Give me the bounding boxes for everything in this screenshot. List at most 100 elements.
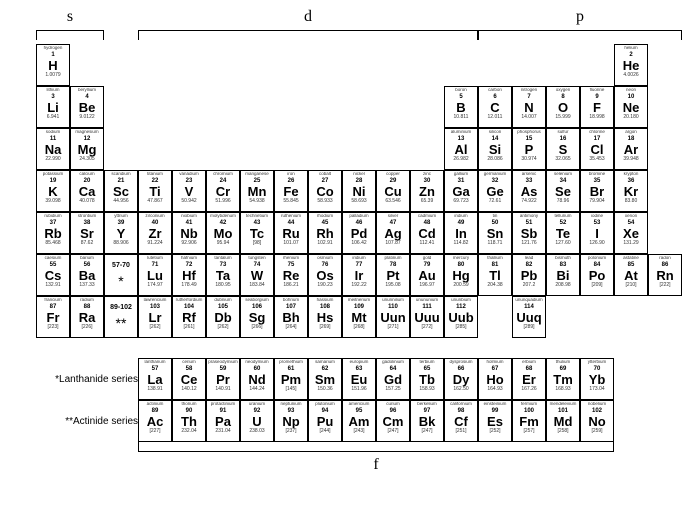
element-cell-Ne: neon10Ne20.180 [614,86,648,128]
element-symbol: Sr [71,227,103,240]
element-symbol: Md [547,415,579,428]
element-cell-H: hydrogen1H1.0079 [36,44,70,86]
element-symbol: Pm [275,373,307,386]
element-cell-Lu: lutetium71Lu174.97 [138,254,172,296]
atomic-mass: [226] [71,325,103,330]
atomic-number: 64 [377,366,409,372]
element-cell-Sc: scandium21Sc44.956 [104,170,138,212]
element-symbol: Ar [615,143,647,156]
atomic-number: 68 [513,366,545,372]
atomic-mass: 58.933 [309,199,341,204]
atomic-mass: 50.942 [173,199,205,204]
element-cell-Zn: zinc30Zn65.39 [410,170,444,212]
atomic-number: 47 [377,220,409,226]
element-name: thulium [547,360,579,365]
atomic-mass: 232.04 [173,429,205,434]
element-name: protactinium [207,402,239,407]
atomic-mass: 127.60 [547,241,579,246]
element-symbol: Ta [207,269,239,282]
element-name: lead [513,256,545,261]
element-symbol: Uuu [411,311,443,324]
element-symbol: Tl [479,269,511,282]
element-cell-Rb: rubidium37Rb85.468 [36,212,70,254]
atomic-mass: 79.904 [581,199,613,204]
element-cell-Pt: platinum78Pt195.08 [376,254,410,296]
element-symbol: Sc [105,185,137,198]
atomic-mass: 186.21 [275,283,307,288]
atomic-number: 71 [139,262,171,268]
element-cell-Am: americium95Am[243] [342,400,376,442]
element-name: nitrogen [513,88,545,93]
element-cell-Po: polonium84Po[209] [580,254,614,296]
atomic-mass: [252] [479,429,511,434]
atomic-number: 73 [207,262,239,268]
atomic-mass: [247] [411,429,443,434]
element-name: beryllium [71,88,103,93]
atomic-number: 76 [309,262,341,268]
element-cell-Np: neptunium93Np[237] [274,400,308,442]
element-name: einsteinium [479,402,511,407]
element-symbol: Cd [411,227,443,240]
element-cell-Rh: rhodium45Rh102.91 [308,212,342,254]
element-name: strontium [71,214,103,219]
element-symbol: Au [411,269,443,282]
s-block-bracket [36,30,104,40]
f-block: *Lanthanide serieslanthanum57La138.91cer… [8,358,684,476]
atomic-number: 20 [71,178,103,184]
element-symbol: Ce [173,373,205,386]
atomic-mass: 101.07 [275,241,307,246]
element-name: phosphorus [513,130,545,135]
atomic-mass: 91.224 [139,241,171,246]
element-cell-Hf: hafnium72Hf178.49 [172,254,206,296]
atomic-number: 110 [377,304,409,310]
element-cell-Zr: zirconium40Zr91.224 [138,212,172,254]
atomic-number: 33 [513,178,545,184]
element-symbol: Mg [71,143,103,156]
atomic-mass: 126.90 [581,241,613,246]
element-symbol: Eu [343,373,375,386]
element-cell-Cs: caesium55Cs132.91 [36,254,70,296]
element-name: polonium [581,256,613,261]
atomic-number: 1 [37,52,69,58]
atomic-mass: 137.33 [71,283,103,288]
atomic-number: 105 [207,304,239,310]
element-symbol: Rb [37,227,69,240]
element-name: lutetium [139,256,171,261]
placeholder-lan: 57-70* [104,254,138,296]
element-cell-Ti: titanium22Ti47.867 [138,170,172,212]
atomic-number: 53 [581,220,613,226]
element-cell-Uuq: ununquadium114Uuq[289] [512,296,546,338]
atomic-number: 93 [275,408,307,414]
atomic-number: 19 [37,178,69,184]
atomic-number: 8 [547,94,579,100]
element-cell-Fe: iron26Fe55.845 [274,170,308,212]
element-cell-Br: bromine35Br79.904 [580,170,614,212]
atomic-mass: [261] [173,325,205,330]
element-symbol: Re [275,269,307,282]
element-cell-Uun: ununnilium110Uun[271] [376,296,410,338]
element-symbol: Be [71,101,103,114]
atomic-mass: [262] [139,325,171,330]
atomic-number: 14 [479,136,511,142]
element-symbol: W [241,269,273,282]
element-symbol: Li [37,101,69,114]
element-cell-Cm: curium96Cm[247] [376,400,410,442]
f-block-bracket [138,442,614,452]
p-block-bracket [478,30,682,40]
atomic-mass: 121.76 [513,241,545,246]
element-name: ytterbium [581,360,613,365]
element-name: tantalum [207,256,239,261]
element-symbol: Al [445,143,477,156]
s-block-label: s [36,8,104,26]
atomic-mass: 173.04 [581,387,613,392]
atomic-number: 42 [207,220,239,226]
element-name: tin [479,214,511,219]
atomic-mass: 4.0026 [615,73,647,78]
element-name: xenon [615,214,647,219]
element-symbol: Tb [411,373,443,386]
atomic-mass: [210] [615,283,647,288]
element-name: zinc [411,172,443,177]
element-symbol: Uun [377,311,409,324]
element-name: boron [445,88,477,93]
atomic-number: 35 [581,178,613,184]
